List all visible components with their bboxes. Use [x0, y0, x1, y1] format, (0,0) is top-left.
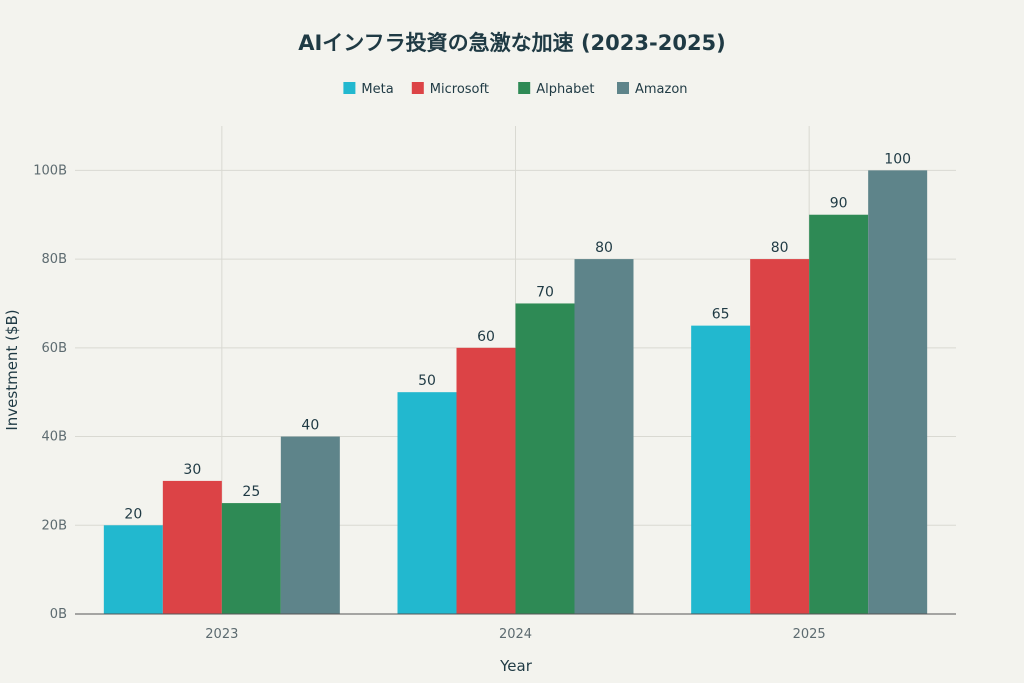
bar-layer — [103, 170, 928, 614]
bar — [221, 503, 281, 614]
bar — [103, 525, 163, 614]
legend-swatch — [518, 82, 531, 94]
bar — [809, 214, 869, 614]
bar — [397, 392, 457, 614]
y-tick-label: 40B — [42, 430, 67, 445]
y-axis-title: Investment ($B) — [3, 309, 21, 430]
data-label: 80 — [595, 240, 613, 256]
legend-swatch — [411, 82, 424, 94]
y-tick-label: 60B — [42, 341, 67, 356]
bar — [868, 170, 928, 614]
chart-title: AIインフラ投資の急激な加速 (2023-2025) — [298, 31, 726, 55]
data-label: 65 — [712, 307, 730, 323]
legend-label: Meta — [361, 82, 393, 97]
y-tick-label: 0B — [50, 607, 67, 622]
legend-label: Microsoft — [430, 82, 489, 97]
data-label: 90 — [830, 196, 848, 212]
data-label: 80 — [771, 240, 789, 256]
data-label: 30 — [183, 462, 201, 478]
x-tick-label: 2023 — [205, 627, 238, 642]
legend-swatch — [343, 82, 356, 94]
data-label: 60 — [477, 329, 495, 345]
x-tick-label: 2024 — [499, 627, 532, 642]
bar — [515, 303, 575, 614]
x-axis-title: Year — [499, 657, 533, 675]
data-label: 25 — [242, 484, 260, 500]
bar — [280, 436, 340, 614]
legend-label: Alphabet — [536, 82, 594, 97]
y-tick-label: 100B — [33, 163, 67, 178]
y-tick-label: 80B — [42, 252, 67, 267]
data-label-layer: 20 30 25 40 50 60 70 80 65 80 90 100 — [124, 151, 911, 522]
legend-label: Amazon — [635, 82, 688, 97]
bar — [691, 325, 751, 614]
bar — [456, 347, 516, 614]
data-label: 40 — [301, 418, 319, 434]
bar — [574, 259, 634, 614]
x-tick-label: 2025 — [793, 627, 826, 642]
data-label: 20 — [124, 506, 142, 522]
y-tick-label: 20B — [42, 518, 67, 533]
data-label: 50 — [418, 373, 436, 389]
data-label: 100 — [884, 151, 911, 167]
data-label: 70 — [536, 284, 554, 300]
legend: Meta Microsoft Alphabet Amazon — [343, 82, 688, 97]
bar — [162, 480, 222, 614]
bar — [750, 259, 810, 614]
legend-swatch — [617, 82, 629, 94]
